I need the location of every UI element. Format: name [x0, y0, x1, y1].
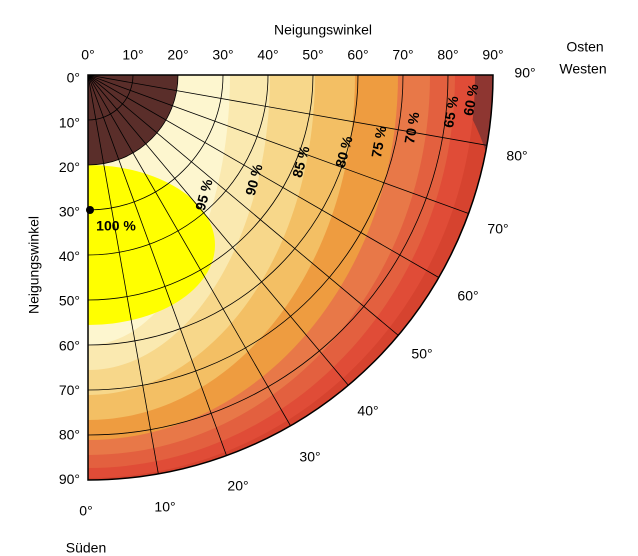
outline: [87, 74, 494, 481]
top-title: Neigungswinkel: [274, 22, 372, 38]
top-tick-label: 0°: [81, 47, 94, 63]
left-title: Neigungswinkel: [26, 216, 42, 314]
top-tick-label: 50°: [302, 47, 323, 63]
center-zone: [88, 75, 178, 165]
azimuth-line: [88, 75, 399, 336]
left-tick-label: 40°: [59, 248, 80, 264]
tilt-arc: [88, 75, 359, 346]
azimuth-tick-label: 80°: [506, 148, 527, 164]
azimuth-tick-label: 0°: [79, 503, 92, 519]
left-tick-label: 30°: [59, 204, 80, 220]
south-label: Süden: [66, 540, 106, 556]
tilt-arc: [88, 75, 224, 211]
left-tick-label: 60°: [59, 337, 80, 353]
tilt-arc: [88, 75, 179, 166]
left-tick-label: 10°: [59, 114, 80, 130]
azimuth-tick-label: 10°: [154, 499, 175, 515]
contour-label: 70 %: [401, 110, 422, 145]
left-tick-label: 80°: [59, 427, 80, 443]
azimuth-tick-label: 30°: [299, 449, 320, 465]
azimuth-line: [88, 75, 487, 146]
band: [430, 75, 493, 175]
left-tick-label: 20°: [59, 159, 80, 175]
contour-label: 65 %: [440, 94, 461, 129]
azimuth-line: [88, 75, 159, 474]
azimuth-tick-label: 20°: [227, 478, 248, 494]
tilt-arc: [88, 75, 269, 256]
irradiation-bands: [88, 75, 493, 480]
top-tick-label: 20°: [167, 47, 188, 63]
contour-label: 60 %: [460, 82, 481, 117]
contour-label: 75 %: [368, 124, 389, 159]
top-tick-label: 80°: [437, 47, 458, 63]
top-tick-label: 10°: [122, 47, 143, 63]
top-tick-label: 40°: [257, 47, 278, 63]
azimuth-tick-label: 90°: [514, 65, 535, 81]
contour-label: 100 %: [96, 218, 136, 234]
east-label: Osten: [566, 39, 603, 55]
azimuth-line: [88, 75, 439, 278]
left-tick-label: 0°: [67, 70, 80, 86]
azimuth-tick-label: 50°: [411, 346, 432, 362]
top-tick-label: 90°: [482, 47, 503, 63]
top-tick-label: 60°: [347, 47, 368, 63]
azimuth-line: [88, 75, 349, 386]
azimuth-line: [88, 75, 227, 456]
tilt-arc: [88, 75, 404, 391]
azimuth-tick-label: 40°: [357, 403, 378, 419]
tilt-arc: [88, 75, 314, 301]
azimuth-line: [88, 75, 469, 214]
left-tick-label: 90°: [59, 471, 80, 487]
left-tick-label: 50°: [59, 293, 80, 309]
azimuth-tick-label: 70°: [487, 221, 508, 237]
band-100: [88, 165, 215, 325]
top-tick-label: 30°: [212, 47, 233, 63]
left-tick-label: 70°: [59, 382, 80, 398]
azimuth-tick-label: 60°: [457, 288, 478, 304]
top-tick-label: 70°: [392, 47, 413, 63]
azimuth-line: [88, 75, 291, 426]
tilt-arc: [88, 75, 449, 436]
dot: [86, 206, 94, 214]
west-label: Westen: [559, 61, 606, 77]
